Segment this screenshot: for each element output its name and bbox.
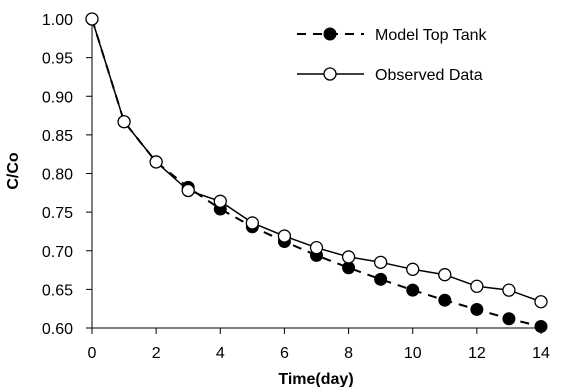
data-point-model-top-tank	[438, 293, 452, 307]
x-ticks: 0 2 4 6 8 10 12 14	[88, 328, 550, 362]
data-point-model-top-tank	[406, 283, 420, 297]
x-tick-label: 12	[468, 345, 486, 362]
x-tick-label: 10	[404, 345, 422, 362]
y-tick-label: 0.75	[42, 205, 73, 222]
x-tick-label: 2	[152, 345, 161, 362]
legend-item-observed-data: Observed Data	[297, 67, 483, 84]
y-axis-title: C/Co	[5, 152, 22, 190]
x-tick-label: 4	[216, 345, 225, 362]
legend-label-observed-data: Observed Data	[375, 67, 483, 84]
data-point-model-top-tank	[470, 302, 484, 316]
data-point-observed-data	[85, 12, 99, 26]
legend: Model Top Tank Observed Data	[297, 27, 487, 84]
data-point-observed-data	[438, 268, 452, 282]
data-point-observed-data	[406, 262, 420, 276]
data-point-observed-data	[534, 295, 548, 309]
x-tick-label: 14	[532, 345, 550, 362]
y-tick-label: 1.00	[42, 12, 73, 29]
series-line-model-top-tank	[91, 18, 542, 328]
x-tick-label: 8	[344, 345, 353, 362]
y-tick-label: 0.65	[42, 282, 73, 299]
y-ticks: 0.60 0.65 0.70 0.75 0.80 0.85 0.90 0.95 1.00	[42, 12, 92, 338]
y-tick-label: 0.85	[42, 128, 73, 145]
data-point-observed-data	[373, 255, 388, 269]
legend-item-model-top-tank: Model Top Tank	[297, 27, 487, 44]
y-tick-label: 0.80	[42, 167, 73, 184]
y-tick-label: 0.90	[42, 89, 73, 106]
data-point-model-top-tank	[374, 272, 388, 286]
legend-marker-observed-data	[323, 67, 337, 81]
data-point-observed-data	[470, 279, 484, 293]
data-point-observed-data	[181, 183, 195, 198]
data-point-observed-data	[341, 250, 356, 264]
x-tick-label: 0	[88, 345, 97, 362]
data-point-observed-data	[245, 216, 260, 230]
data-point-observed-data	[213, 194, 227, 208]
y-tick-label: 0.95	[42, 51, 73, 68]
x-axis-title: Time(day)	[278, 371, 353, 387]
x-tick-label: 6	[280, 345, 289, 362]
legend-label-model-top-tank: Model Top Tank	[375, 27, 487, 44]
data-point-observed-data	[277, 229, 292, 243]
data-point-observed-data	[149, 155, 163, 169]
series-layer	[85, 12, 548, 333]
y-tick-label: 0.60	[42, 321, 73, 338]
y-tick-label: 0.70	[42, 244, 73, 261]
data-point-model-top-tank	[502, 312, 516, 326]
data-point-observed-data	[502, 283, 516, 297]
data-point-model-top-tank	[534, 319, 548, 333]
data-point-observed-data	[117, 115, 131, 129]
data-point-observed-data	[309, 241, 324, 255]
legend-marker-model-top-tank	[323, 27, 337, 41]
